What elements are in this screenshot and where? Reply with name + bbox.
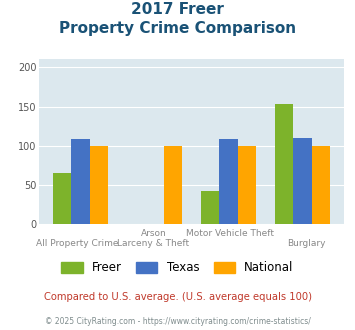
Text: Compared to U.S. average. (U.S. average equals 100): Compared to U.S. average. (U.S. average … [44, 292, 311, 302]
Text: Larceny & Theft: Larceny & Theft [118, 239, 190, 248]
Bar [53, 173, 71, 224]
Text: 2017 Freer: 2017 Freer [131, 2, 224, 16]
Text: Motor Vehicle Theft: Motor Vehicle Theft [186, 229, 274, 238]
Text: Arson: Arson [141, 229, 166, 238]
Bar [219, 139, 238, 224]
Bar [164, 146, 182, 224]
Legend: Freer, Texas, National: Freer, Texas, National [56, 257, 299, 279]
Bar [312, 146, 331, 224]
Text: Burglary: Burglary [287, 239, 326, 248]
Bar [275, 104, 294, 224]
Bar [238, 146, 256, 224]
Text: © 2025 CityRating.com - https://www.cityrating.com/crime-statistics/: © 2025 CityRating.com - https://www.city… [45, 317, 310, 326]
Text: Property Crime Comparison: Property Crime Comparison [59, 21, 296, 36]
Text: All Property Crime: All Property Crime [36, 239, 119, 248]
Bar [201, 191, 219, 224]
Bar [71, 139, 90, 224]
Bar [90, 146, 108, 224]
Bar [294, 138, 312, 224]
